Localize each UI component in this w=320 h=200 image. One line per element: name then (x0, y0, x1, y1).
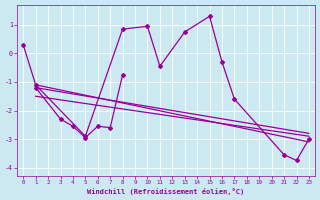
X-axis label: Windchill (Refroidissement éolien,°C): Windchill (Refroidissement éolien,°C) (87, 188, 245, 195)
